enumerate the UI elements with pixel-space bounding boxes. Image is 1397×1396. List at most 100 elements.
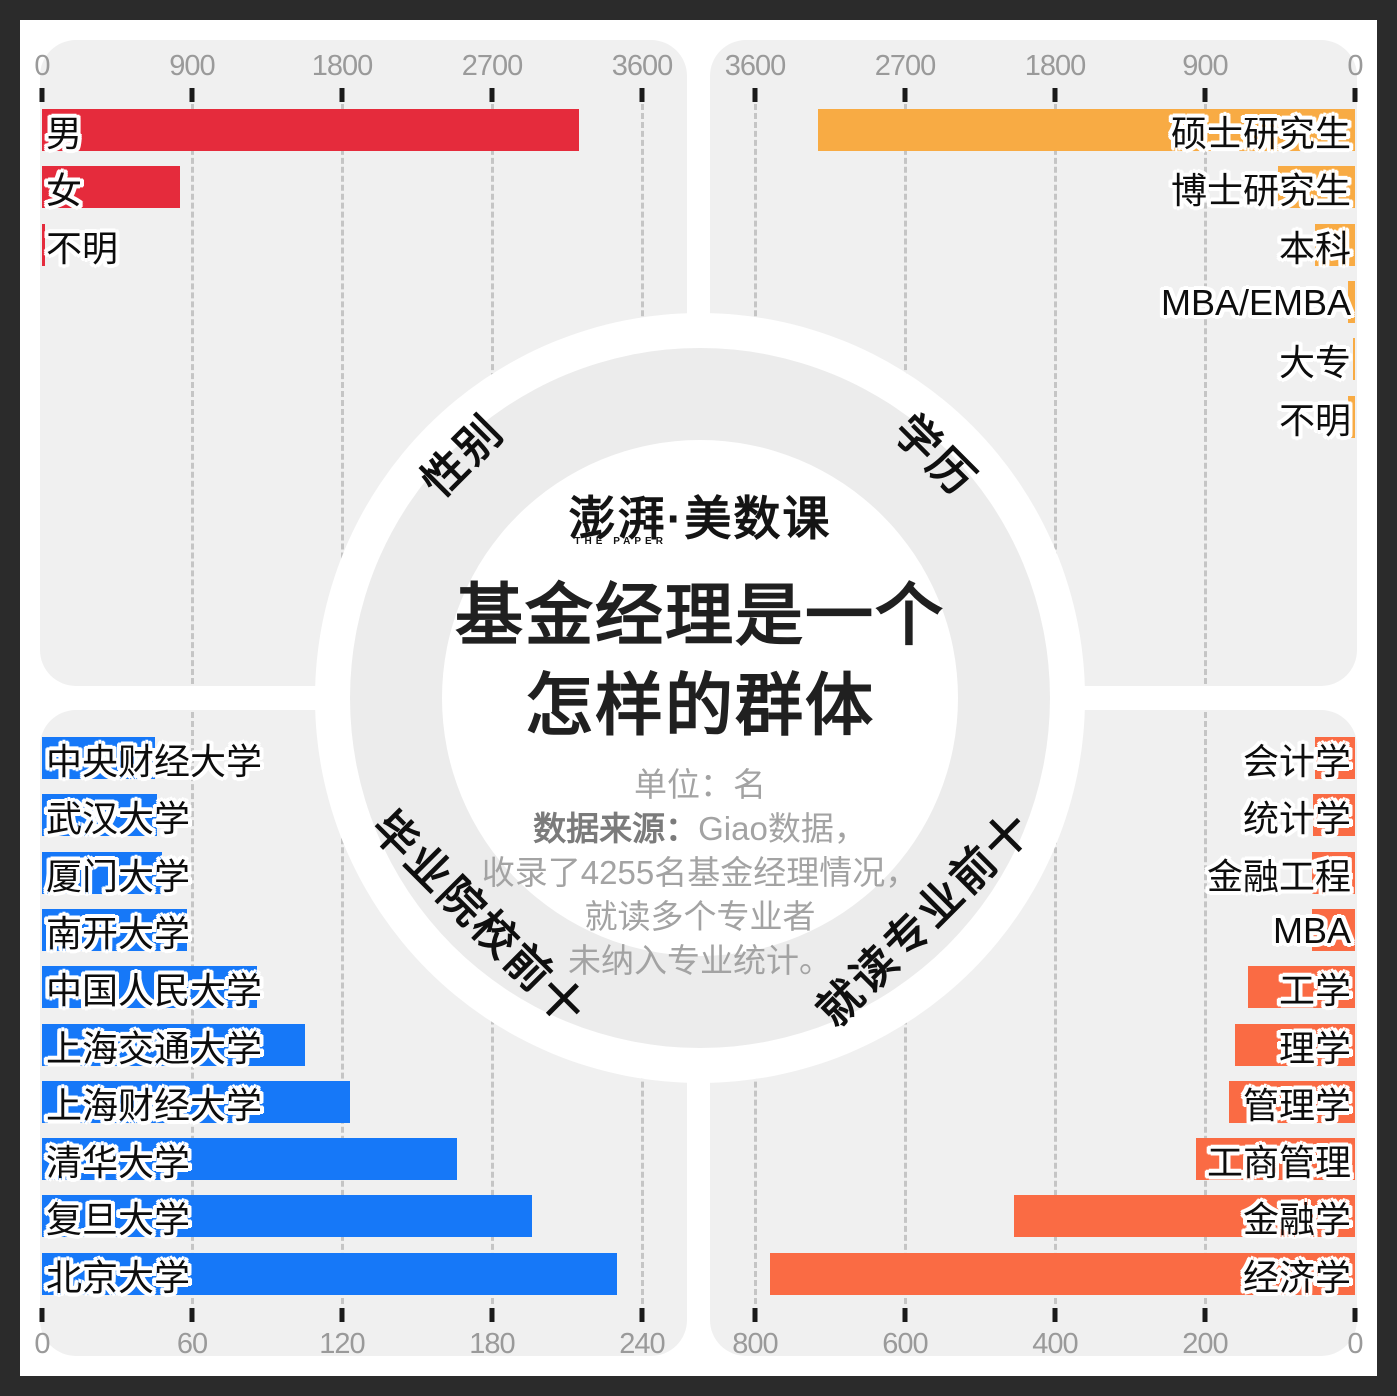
majors-bar-8 [1013, 1195, 1355, 1238]
majors-bar-label-2: 金融工程 [1206, 855, 1351, 897]
education-bar-label-1: 博士研究生 [1170, 170, 1351, 212]
gender-bar-2 [42, 223, 45, 266]
majors-bar-label-0: 会计学 [1242, 741, 1351, 782]
schools-tick-180 [489, 1308, 495, 1322]
schools-tick-240 [639, 1308, 645, 1322]
source-label: 数据来源： [533, 810, 699, 847]
education-bar-label-5: 不明 [1278, 399, 1351, 441]
education-tick-0 [1352, 88, 1358, 102]
majors-tick-600 [902, 1308, 908, 1322]
logo-the-paper: 澎湃·美数课 THE PAPER [569, 480, 832, 549]
gender-bar-label-2: 不明 [46, 227, 119, 269]
schools-bar-label-7: 清华大学 [46, 1142, 191, 1184]
schools-bar-5 [42, 1023, 305, 1066]
gender-bar-label-1: 女 [46, 170, 83, 212]
education-axis-label-3600: 3600 [724, 50, 787, 82]
schools-bar-4 [42, 966, 257, 1009]
gender-axis-label-900: 900 [169, 50, 215, 82]
majors-tick-800 [752, 1308, 758, 1322]
majors-bar-2 [1312, 851, 1355, 894]
schools-bar-8 [42, 1195, 532, 1238]
majors-bar-label-6: 管理学 [1242, 1084, 1351, 1126]
gender-tick-900 [189, 88, 195, 102]
majors-bar-6 [1229, 1080, 1355, 1123]
majors-bar-label-3: MBA [1272, 909, 1351, 951]
gender-axis-label-3600: 3600 [611, 50, 674, 82]
majors-bar-7 [1196, 1138, 1355, 1181]
gender-bar-label-0: 男 [46, 113, 83, 154]
majors-tick-400 [1052, 1308, 1058, 1322]
education-bar-0 [817, 109, 1355, 151]
gender-tick-0 [39, 88, 45, 102]
education-bar-2 [1315, 223, 1355, 266]
education-axis-label-2700: 2700 [874, 50, 937, 82]
schools-gridline-120 [340, 712, 344, 1304]
education-bar-label-2: 本科 [1278, 227, 1351, 269]
majors-tick-0 [1352, 1308, 1358, 1322]
schools-bar-label-3: 南开大学 [46, 912, 191, 954]
majors-bar-label-9: 经济学 [1242, 1256, 1351, 1298]
gender-gridline-1800 [340, 104, 344, 684]
main-title: 基金经理是一个 怎样的群体 [420, 571, 980, 751]
schools-bar-label-0: 中央财经大学 [46, 741, 263, 782]
gender-axis-label-1800: 1800 [311, 50, 374, 82]
schools-axis-label-120: 120 [319, 1328, 365, 1360]
main-title-line2: 怎样的群体 [524, 668, 875, 744]
education-bar-4 [1352, 338, 1355, 381]
schools-bar-label-9: 北京大学 [46, 1256, 191, 1298]
schools-bar-2 [42, 851, 162, 894]
schools-axis-label-0: 0 [34, 1328, 50, 1360]
schools-tick-0 [39, 1308, 45, 1322]
schools-axis-label-180: 180 [469, 1328, 515, 1360]
note-line2: 收录了4255名基金经理情况， [481, 854, 919, 891]
schools-axis-label-240: 240 [619, 1328, 665, 1360]
education-gridline-1800 [1053, 104, 1057, 684]
source-value: Giao数据， [698, 810, 867, 847]
source-note: 数据来源：Giao数据， [420, 807, 980, 851]
majors-bar-label-5: 理学 [1278, 1027, 1351, 1069]
schools-bar-1 [42, 794, 157, 837]
schools-tick-60 [189, 1308, 195, 1322]
main-title-line1: 基金经理是一个 [454, 578, 945, 654]
logo-text: 澎湃·美数课 [568, 492, 832, 545]
education-bar-1 [1277, 166, 1355, 209]
majors-axis-label-0: 0 [1347, 1328, 1363, 1360]
note-line4: 未纳入专业统计。 [568, 942, 832, 979]
center-notes: 单位：名 数据来源：Giao数据， 收录了4255名基金经理情况， 就读多个专业… [420, 763, 980, 983]
gender-axis-label-2700: 2700 [461, 50, 524, 82]
education-gridline-900 [1203, 104, 1207, 684]
education-tick-2700 [902, 88, 908, 102]
note-line3: 就读多个专业者 [584, 898, 816, 935]
education-tick-1800 [1052, 88, 1058, 102]
education-axis-label-1800: 1800 [1024, 50, 1087, 82]
schools-bar-label-5: 上海交通大学 [46, 1027, 263, 1069]
schools-bar-label-8: 复旦大学 [46, 1199, 191, 1241]
center-inner-circle [442, 440, 958, 956]
majors-gridline-200 [1203, 712, 1207, 1304]
gender-bar-1 [42, 166, 180, 209]
majors-bar-label-8: 金融学 [1242, 1199, 1351, 1241]
majors-bar-0 [1314, 737, 1355, 779]
gender-tick-2700 [489, 88, 495, 102]
schools-bar-label-2: 厦门大学 [46, 855, 191, 897]
education-bar-3 [1348, 280, 1355, 323]
majors-bar-label-7: 工商管理 [1206, 1142, 1351, 1184]
education-axis-label-900: 900 [1182, 50, 1228, 82]
majors-bar-5 [1235, 1023, 1355, 1066]
schools-bar-label-6: 上海财经大学 [46, 1084, 263, 1126]
logo-subtext: THE PAPER [574, 536, 667, 547]
majors-bar-label-4: 工学 [1278, 970, 1351, 1012]
center-content: 澎湃·美数课 THE PAPER 基金经理是一个 怎样的群体 单位：名 数据来源… [420, 480, 980, 983]
majors-axis-label-400: 400 [1032, 1328, 1078, 1360]
schools-axis-label-60: 60 [176, 1328, 208, 1360]
schools-tick-120 [339, 1308, 345, 1322]
schools-bar-0 [42, 737, 155, 779]
majors-axis-label-800: 800 [732, 1328, 778, 1360]
majors-axis-label-600: 600 [882, 1328, 928, 1360]
unit-note: 单位：名 [634, 766, 766, 803]
majors-axis-label-200: 200 [1182, 1328, 1228, 1360]
majors-bar-3 [1311, 908, 1355, 951]
schools-bar-9 [42, 1252, 617, 1295]
gender-tick-1800 [339, 88, 345, 102]
